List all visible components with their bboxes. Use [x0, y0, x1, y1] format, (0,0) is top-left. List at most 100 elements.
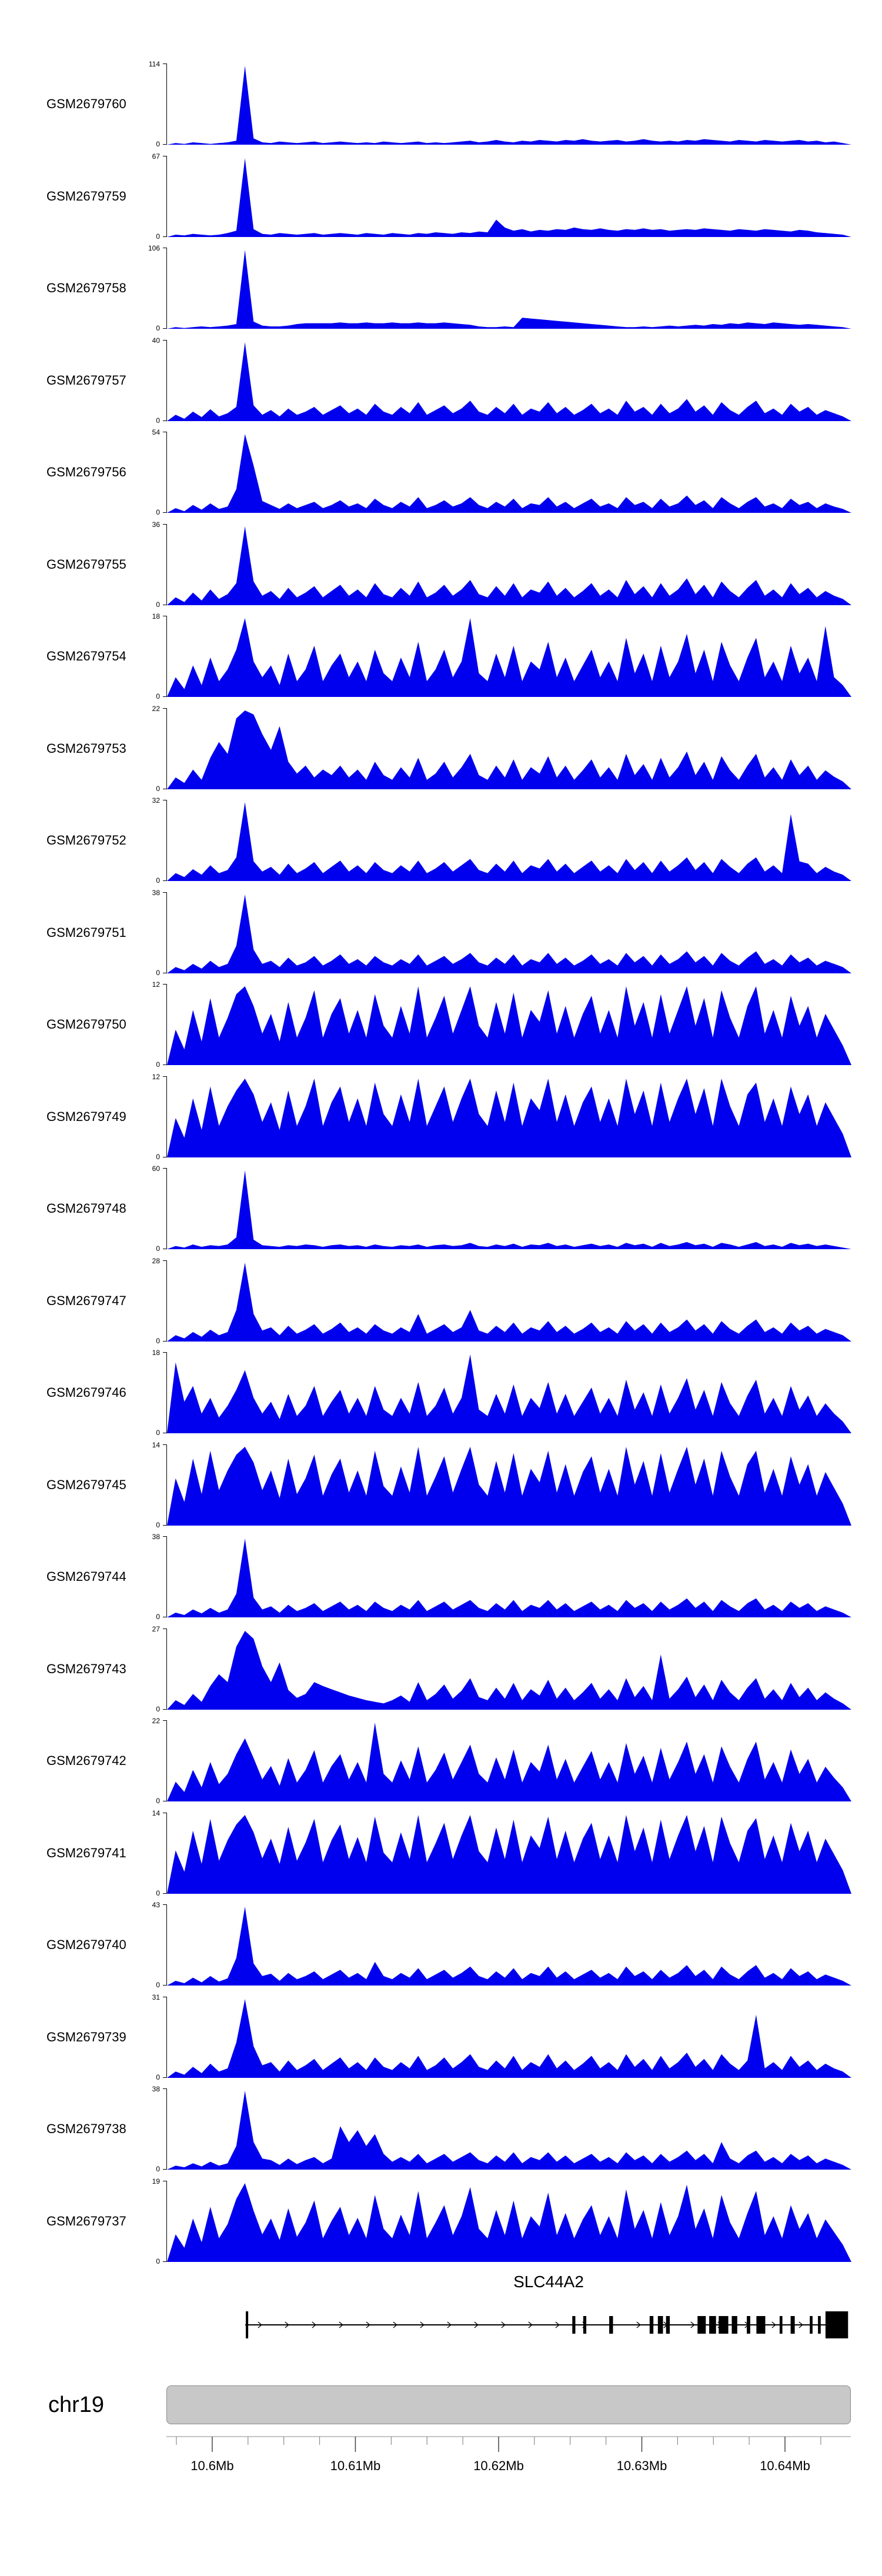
track-ymax-label: 18 [152, 1349, 160, 1357]
track-ymin-label: 0 [156, 1244, 160, 1253]
track-ymin-label: 0 [156, 600, 160, 609]
track-ymin-label: 0 [156, 416, 160, 425]
track-ymax-label: 28 [152, 1256, 160, 1265]
track-label: GSM2679752 [46, 833, 126, 847]
strand-direction-arrow-icon [690, 2321, 695, 2328]
y-axis-tick [163, 523, 166, 525]
track-ymax-label: 12 [152, 1072, 160, 1081]
track-y-axis [166, 984, 167, 1065]
track-ymax-label: 18 [152, 612, 160, 620]
strand-direction-arrow-icon [555, 2321, 560, 2328]
track-label: GSM2679753 [46, 740, 126, 756]
gene-exon [709, 2316, 716, 2334]
track-ymax-label: 60 [152, 1164, 160, 1173]
track-y-axis [166, 432, 167, 513]
track-label: GSM2679748 [46, 1201, 126, 1216]
track-y-axis [166, 2180, 167, 2262]
y-axis-tick [163, 1720, 166, 1721]
track-y-axis [166, 64, 167, 145]
coverage-signal-plot [167, 986, 851, 1065]
strand-direction-arrow-icon [799, 2321, 803, 2328]
coverage-signal-plot [167, 1907, 851, 1986]
track-label: GSM2679740 [46, 1937, 126, 1952]
track-ymax-label: 43 [152, 1901, 160, 1909]
strand-direction-arrow-icon [285, 2321, 289, 2328]
gene-exon [719, 2316, 729, 2334]
gene-exon [649, 2316, 654, 2334]
y-axis-tick [163, 1076, 166, 1077]
track-label: GSM2679757 [46, 372, 126, 388]
track-ymin-label: 0 [156, 968, 160, 977]
y-axis-tick [163, 1536, 166, 1537]
track-label: GSM2679754 [46, 649, 126, 663]
strand-direction-arrow-icon [501, 2321, 506, 2328]
strand-direction-arrow-icon [366, 2321, 370, 2328]
track-ymax-label: 27 [152, 1624, 160, 1633]
y-axis-tick [163, 512, 166, 513]
coverage-track-row: GSM2679748 60 0 [0, 1164, 882, 1253]
track-label: GSM2679746 [46, 1385, 126, 1400]
y-axis-tick [163, 984, 166, 985]
track-ymin-label: 0 [156, 1981, 160, 1989]
y-axis-tick [163, 1893, 166, 1894]
track-ymin-label: 0 [156, 1152, 160, 1161]
coverage-track-row: GSM2679740 43 0 [0, 1901, 882, 1989]
y-axis-tick [163, 1168, 166, 1169]
coverage-signal-plot [167, 1998, 851, 2078]
track-y-axis [166, 1812, 167, 1894]
coverage-track-row: GSM2679752 32 0 [0, 796, 882, 884]
coverage-track-row: GSM2679741 14 0 [0, 1810, 882, 1897]
track-label: GSM2679749 [46, 1109, 126, 1124]
coverage-signal-plot [167, 1814, 851, 1894]
gene-exon [790, 2316, 795, 2334]
track-ymax-label: 67 [152, 152, 160, 161]
strand-direction-arrow-icon [636, 2321, 641, 2328]
coverage-track-row: GSM2679739 31 0 [0, 1994, 882, 2081]
coverage-signal-plot [167, 1354, 851, 1433]
track-label: GSM2679737 [46, 2213, 126, 2228]
track-ymin-label: 0 [156, 1060, 160, 1069]
coverage-track-row: GSM2679760 114 0 [0, 61, 882, 148]
strand-direction-arrow-icon [447, 2321, 452, 2328]
track-label: GSM2679738 [46, 2121, 126, 2136]
track-y-axis [166, 523, 167, 605]
track-y-axis [166, 1628, 167, 1710]
track-ymax-label: 36 [152, 520, 160, 529]
coverage-signal-plot [167, 158, 851, 237]
coverage-signal-plot [167, 2183, 851, 2262]
track-ymin-label: 0 [156, 1613, 160, 1621]
track-label: GSM2679759 [46, 188, 126, 203]
strand-direction-arrow-icon [258, 2321, 262, 2328]
track-y-axis [166, 1720, 167, 1801]
track-label: GSM2679747 [46, 1293, 126, 1308]
coverage-track-row: GSM2679756 54 0 [0, 428, 882, 516]
strand-direction-arrow-icon [312, 2321, 316, 2328]
gene-exon [666, 2316, 670, 2334]
coverage-track-row: GSM2679755 36 0 [0, 520, 882, 609]
coverage-signal-plot [167, 710, 851, 789]
gene-name-label: SLC44A2 [513, 2273, 584, 2291]
track-ymax-label: 14 [152, 1440, 160, 1449]
gene-exon [572, 2316, 576, 2334]
axis-tick-label: 10.63Mb [617, 2458, 667, 2473]
track-y-axis [166, 708, 167, 789]
y-axis-tick [163, 696, 166, 697]
coverage-track-row: GSM2679744 38 0 [0, 1533, 882, 1621]
y-axis-tick [163, 708, 166, 709]
track-label: GSM2679741 [46, 1845, 126, 1860]
strand-direction-arrow-icon [420, 2321, 425, 2328]
y-axis-tick [163, 2169, 166, 2170]
track-y-axis [166, 2088, 167, 2170]
track-y-axis [166, 1352, 167, 1433]
gene-exon [747, 2316, 750, 2334]
gene-exon [583, 2316, 587, 2334]
y-axis-tick [163, 144, 166, 145]
track-label: GSM2679751 [46, 925, 126, 940]
track-ymax-label: 32 [152, 796, 160, 805]
strand-direction-arrow-icon [393, 2321, 397, 2328]
track-ymax-label: 106 [148, 244, 160, 252]
track-ymax-label: 54 [152, 428, 160, 436]
coverage-signal-plot [167, 1170, 851, 1249]
chromosome-ideogram [166, 2385, 851, 2424]
